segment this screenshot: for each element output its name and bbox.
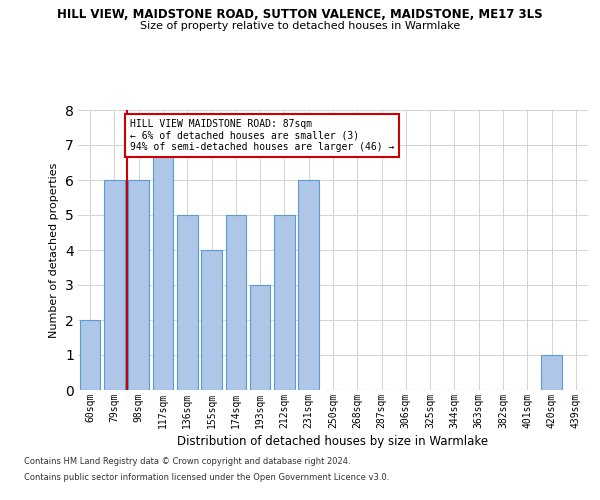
Bar	[298, 180, 319, 390]
Bar	[201, 250, 222, 390]
Y-axis label: Number of detached properties: Number of detached properties	[49, 162, 59, 338]
Text: HILL VIEW, MAIDSTONE ROAD, SUTTON VALENCE, MAIDSTONE, ME17 3LS: HILL VIEW, MAIDSTONE ROAD, SUTTON VALENC…	[57, 8, 543, 20]
Bar	[80, 320, 100, 390]
Text: HILL VIEW MAIDSTONE ROAD: 87sqm
← 6% of detached houses are smaller (3)
94% of s: HILL VIEW MAIDSTONE ROAD: 87sqm ← 6% of …	[130, 118, 395, 152]
X-axis label: Distribution of detached houses by size in Warmlake: Distribution of detached houses by size …	[178, 435, 488, 448]
Bar	[541, 355, 562, 390]
Bar	[250, 285, 271, 390]
Text: Contains public sector information licensed under the Open Government Licence v3: Contains public sector information licen…	[24, 472, 389, 482]
Text: Contains HM Land Registry data © Crown copyright and database right 2024.: Contains HM Land Registry data © Crown c…	[24, 458, 350, 466]
Bar	[226, 215, 246, 390]
Bar	[104, 180, 125, 390]
Bar	[177, 215, 197, 390]
Text: Size of property relative to detached houses in Warmlake: Size of property relative to detached ho…	[140, 21, 460, 31]
Bar	[128, 180, 149, 390]
Bar	[274, 215, 295, 390]
Bar	[152, 145, 173, 390]
